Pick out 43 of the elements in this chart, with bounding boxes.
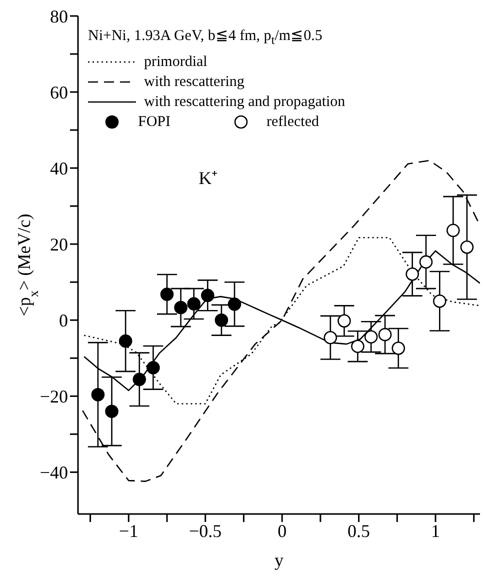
point — [201, 288, 214, 302]
point — [364, 330, 378, 344]
legend-label: primordial — [144, 53, 208, 72]
point — [432, 294, 446, 308]
point — [351, 340, 364, 354]
legend-label: reflected — [266, 113, 319, 132]
y-tick-label: −20 — [40, 386, 68, 407]
point — [406, 267, 419, 281]
point — [118, 334, 132, 348]
point — [146, 360, 160, 374]
point — [338, 314, 351, 328]
point — [460, 240, 474, 254]
point — [160, 288, 174, 301]
point — [392, 342, 406, 355]
y-tick-label: 80 — [50, 6, 68, 26]
y-tick-label: 60 — [50, 82, 68, 102]
annotation: K⁺ — [198, 167, 218, 190]
line-series — [82, 160, 480, 482]
point — [378, 328, 392, 342]
y-tick-label: −40 — [40, 462, 68, 483]
y-tick-label: 0 — [59, 310, 68, 331]
x-tick-label: 1 — [431, 520, 440, 541]
legend-label: FOPI — [138, 113, 171, 132]
x-tick-label: 0.5 — [348, 520, 370, 541]
point — [132, 372, 146, 386]
legend-title: Ni+Ni, 1.93A GeV, b≦4 fm, p$_{t}$/m≦0.5 — [88, 27, 324, 49]
point — [324, 330, 338, 344]
x-tick-label: −1 — [119, 520, 138, 541]
y-tick-label: 20 — [50, 234, 68, 254]
point — [228, 298, 242, 311]
x-tick-label: 0 — [278, 520, 287, 541]
point — [419, 255, 433, 269]
x-tick-label: −0.5 — [189, 520, 222, 541]
y-tick-label: 40 — [50, 158, 68, 178]
point — [214, 313, 228, 327]
point — [446, 224, 460, 238]
legend-label: with rescattering — [144, 73, 244, 92]
point — [91, 388, 105, 402]
legend-label: with rescattering and propagation — [144, 93, 346, 112]
point — [174, 300, 188, 314]
point — [187, 297, 200, 310]
x-axis-title: y — [274, 550, 284, 570]
point — [105, 404, 118, 418]
